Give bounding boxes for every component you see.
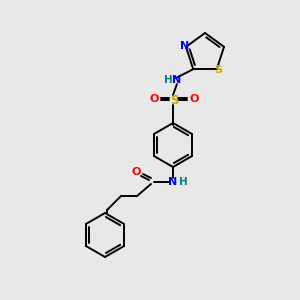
Text: O: O	[149, 94, 159, 104]
Text: N: N	[168, 177, 178, 187]
Text: H: H	[164, 75, 172, 85]
Text: O: O	[131, 167, 141, 177]
Text: S: S	[170, 94, 178, 106]
Text: N: N	[180, 41, 190, 51]
Text: H: H	[178, 177, 188, 187]
Text: O: O	[189, 94, 199, 104]
Text: N: N	[172, 75, 182, 85]
Text: S: S	[214, 65, 222, 75]
